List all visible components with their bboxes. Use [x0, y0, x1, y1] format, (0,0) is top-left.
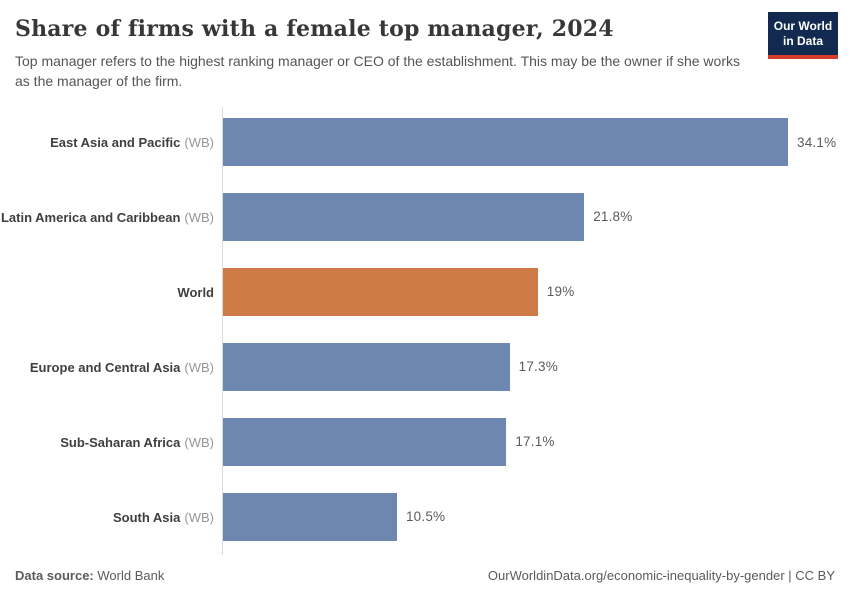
data-source-label: Data source: [15, 568, 94, 583]
bar-chart: East Asia and Pacific (WB) 34.1% Latin Amer… [0, 105, 850, 555]
owid-logo-text: Our World in Data [768, 12, 838, 55]
value-label: 10.5% [405, 509, 446, 524]
chart-row: Sub-Saharan Africa (WB) 17.1% [0, 405, 850, 480]
entity-source-suffix: (WB) [184, 135, 214, 150]
owid-logo-red-strip [768, 55, 838, 59]
bar-world[interactable] [223, 267, 538, 316]
y-axis-line [222, 107, 223, 555]
owid-logo[interactable]: Our World in Data [768, 12, 838, 59]
value-label: 17.3% [518, 359, 558, 375]
entity-name: World [177, 284, 214, 300]
entity-source-suffix: (WB) [184, 434, 214, 450]
chart-subtitle: Top manager refers to the highest rankin… [15, 53, 740, 89]
entity-name: East Asia and Pacific [50, 135, 181, 150]
value-label: 19% [546, 284, 575, 300]
chart-footer: Data source: World Bank OurWorldinData.o… [15, 568, 835, 583]
page-title: Share of firms with a female top manager… [15, 16, 614, 42]
entity-name: South Asia [112, 509, 181, 525]
value-label: 17.1% [515, 434, 555, 450]
entity-label[interactable]: Europe and Central Asia (WB) [0, 330, 214, 405]
entity-name: Latin America and Caribbean [0, 209, 181, 225]
entity-name: Europe and Central Asia [29, 359, 181, 375]
entity-label[interactable]: Latin America and Caribbean (WB) [0, 180, 214, 255]
owid-logo-line1: Our World [773, 19, 833, 33]
entity-label[interactable]: Sub-Saharan Africa (WB) [0, 405, 214, 480]
chart-row: Europe and Central Asia (WB) 17.3% [0, 330, 850, 405]
chart-row: South Asia (WB) 10.5% [0, 480, 850, 555]
bar-east-asia-and-pacific[interactable] [223, 118, 788, 166]
data-source-value: World Bank [97, 568, 165, 583]
bar-sub-saharan-africa[interactable] [223, 417, 507, 466]
value-label: 34.1% [797, 134, 837, 150]
entity-name: Sub-Saharan Africa [60, 434, 181, 450]
entity-source-suffix: (WB) [184, 359, 214, 375]
attribution-link[interactable]: OurWorldinData.org/economic-inequality-b… [487, 568, 835, 583]
entity-source-suffix: (WB) [184, 509, 214, 525]
entity-label[interactable]: South Asia (WB) [0, 480, 214, 555]
value-label: 21.8% [593, 209, 633, 225]
bar-latin-america-and-caribbean[interactable] [223, 192, 585, 241]
chart-row: East Asia and Pacific (WB) 34.1% [0, 105, 850, 180]
owid-logo-line2: in Data [782, 34, 823, 48]
chart-row: World 19% [0, 255, 850, 330]
entity-source-suffix: (WB) [184, 209, 214, 225]
bar-south-asia[interactable] [223, 492, 397, 541]
data-source: Data source: World Bank [15, 568, 164, 583]
entity-label[interactable]: East Asia and Pacific (WB) [0, 105, 214, 180]
entity-label[interactable]: World [0, 255, 214, 330]
chart-row: Latin America and Caribbean (WB) 21.8% [0, 180, 850, 255]
bar-europe-and-central-asia[interactable] [223, 342, 510, 391]
